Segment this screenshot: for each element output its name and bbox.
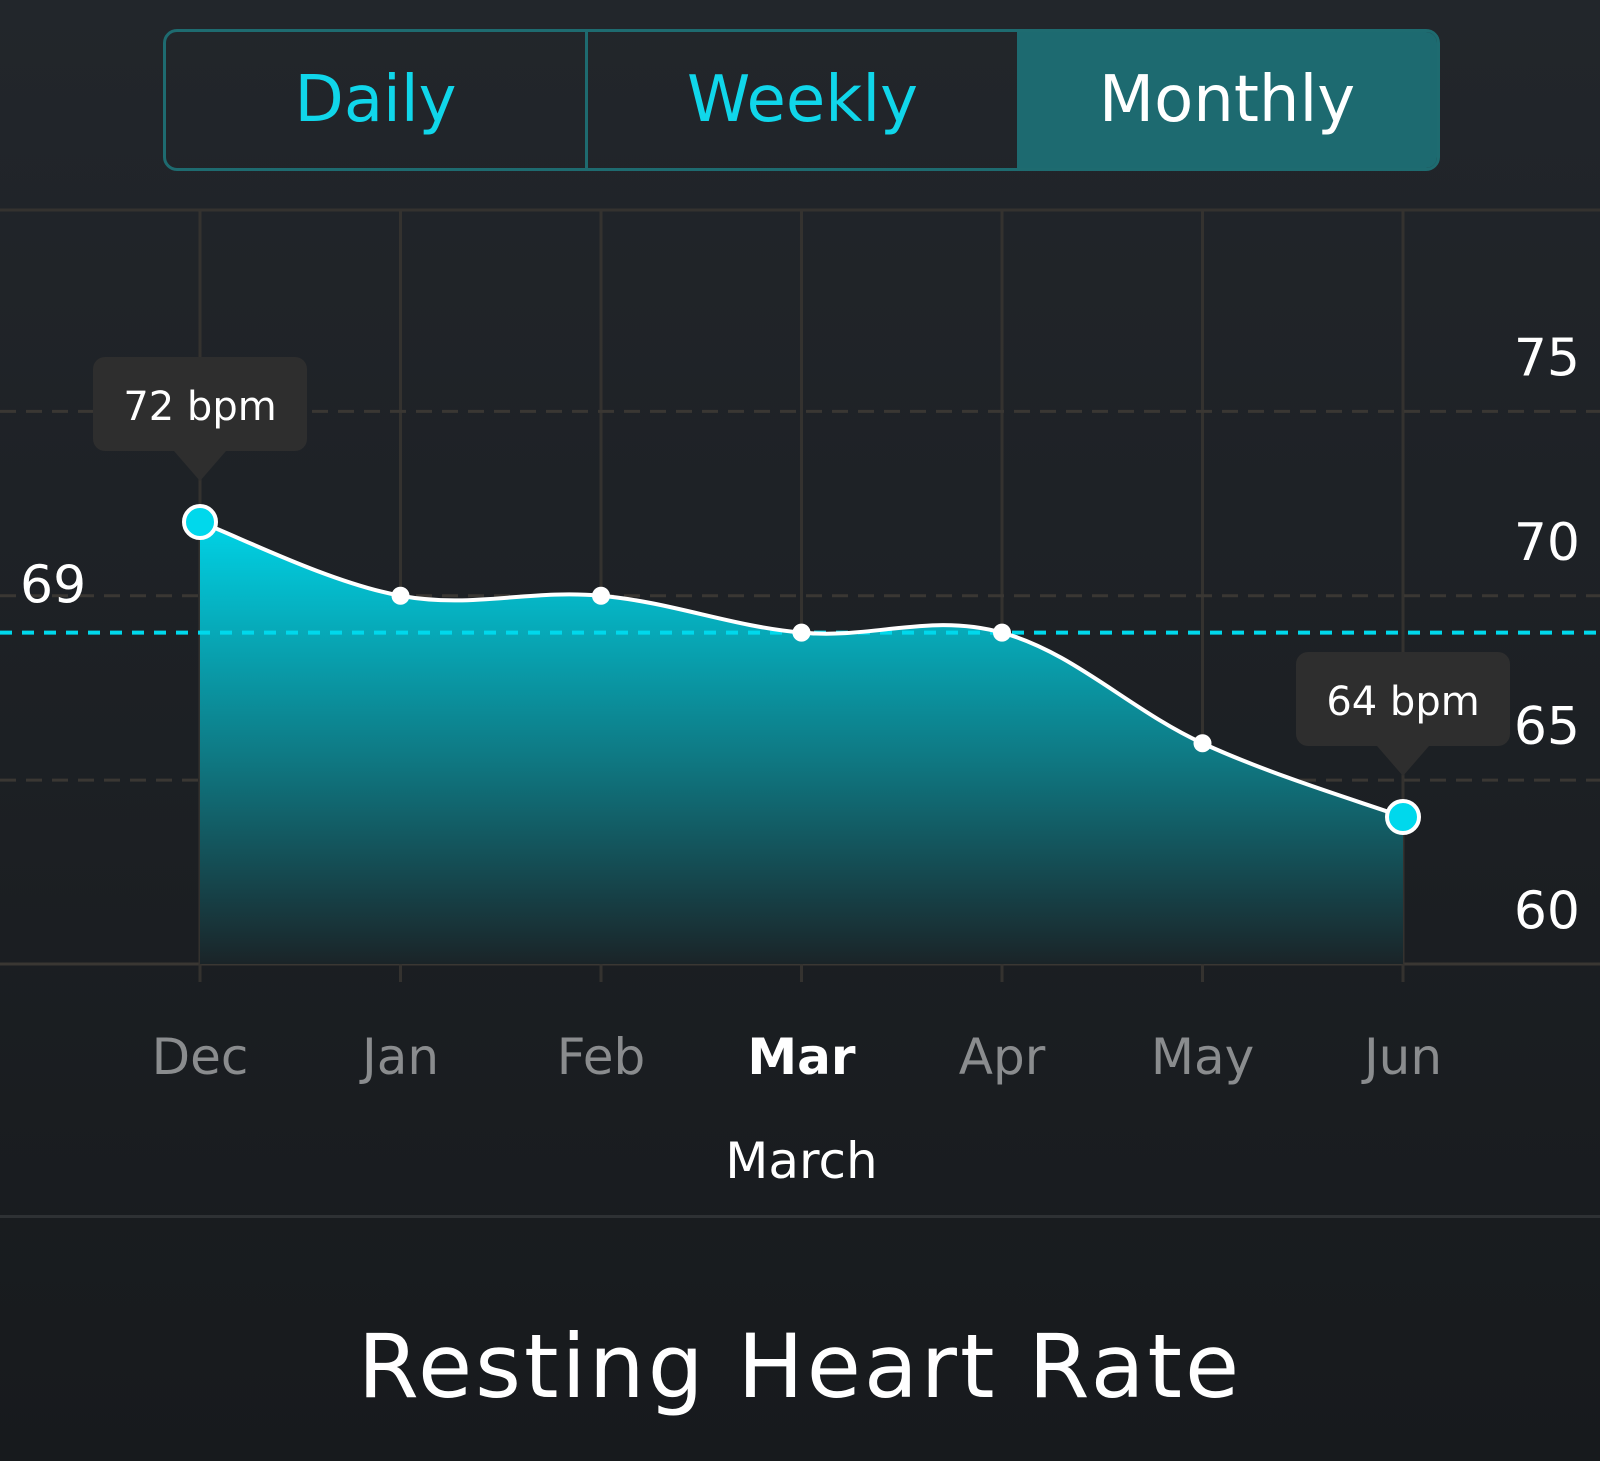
- divider: [0, 1215, 1600, 1218]
- tooltip-arrow: [1377, 746, 1429, 776]
- data-point-dec: [182, 504, 218, 540]
- y-tick-label: 60: [1514, 882, 1580, 942]
- y-tick-label: 75: [1514, 328, 1580, 388]
- x-tick-label-jun[interactable]: Jun: [1361, 1028, 1442, 1086]
- tooltip-box: [93, 357, 307, 451]
- data-point-apr: [993, 623, 1011, 642]
- data-point-mar: [792, 623, 811, 642]
- selected-month-label: March: [725, 1132, 877, 1190]
- tooltip-text: 72 bpm: [123, 384, 276, 430]
- y-tick-label: 65: [1514, 697, 1580, 757]
- tab-monthly[interactable]: Monthly: [1017, 32, 1437, 168]
- x-tick-label-may[interactable]: May: [1151, 1028, 1254, 1086]
- x-tick-label-jan[interactable]: Jan: [359, 1028, 439, 1086]
- data-point-may: [1193, 734, 1212, 753]
- data-point-jan: [391, 586, 410, 605]
- area-fill: [200, 522, 1403, 964]
- data-point-feb: [592, 586, 610, 605]
- period-tabs: Daily Weekly Monthly: [163, 29, 1440, 171]
- chart-title: Resting Heart Rate: [357, 1315, 1243, 1418]
- data-point-jun: [1385, 799, 1421, 835]
- tab-daily[interactable]: Daily: [166, 32, 588, 168]
- x-tick-label-apr[interactable]: Apr: [959, 1028, 1046, 1086]
- tooltip-text: 64 bpm: [1326, 679, 1479, 725]
- x-tick-label-dec[interactable]: Dec: [152, 1028, 249, 1086]
- average-label: 69: [20, 556, 86, 616]
- tooltip-box: [1296, 652, 1510, 746]
- tooltip-arrow: [174, 451, 226, 481]
- tab-weekly[interactable]: Weekly: [687, 63, 918, 137]
- x-tick-label-feb[interactable]: Feb: [557, 1028, 646, 1086]
- y-tick-label: 70: [1514, 513, 1580, 573]
- x-tick-label-mar[interactable]: Mar: [747, 1028, 855, 1086]
